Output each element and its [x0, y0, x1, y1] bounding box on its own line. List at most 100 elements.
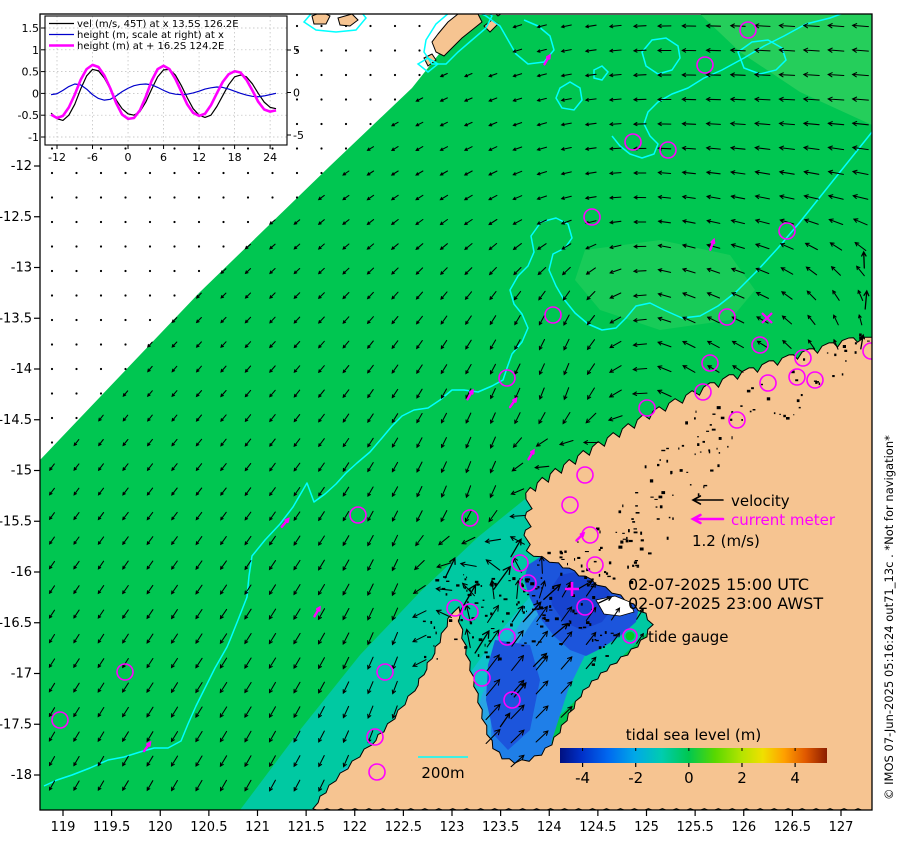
x-axis-tick-label: 126.5 — [774, 820, 811, 835]
x-axis-tick-label: 119 — [51, 820, 76, 835]
current-meter-label: current meter — [731, 511, 836, 529]
inset-x-tick-label: 12 — [192, 151, 206, 164]
copyright-note: © IMOS 07-Jun-2025 05:16:24 out71_13c . … — [882, 435, 896, 800]
tide-gauge-ring — [503, 691, 521, 709]
inset-right-tick-label: 0 — [293, 87, 300, 100]
tide-gauge-ring — [116, 663, 134, 681]
x-station-marker — [761, 312, 773, 324]
x-axis-tick-label: 120 — [148, 820, 173, 835]
tide-gauge-ring — [349, 506, 367, 524]
tide-gauge-legend-dot — [625, 631, 635, 641]
inset-left-tick-label: 0.5 — [22, 66, 40, 79]
inset-x-tick-label: 24 — [263, 151, 277, 164]
island — [311, 14, 331, 25]
inset-left-tick-label: -1 — [28, 131, 39, 144]
y-axis-tick-label: -14.5 — [0, 413, 32, 428]
land-kimberley — [312, 336, 872, 810]
tide-gauge-ring — [778, 222, 796, 240]
colorbar-gradient — [560, 748, 827, 763]
colorbar-tick-label: -2 — [628, 769, 643, 787]
x-axis-tick-label: 122.5 — [385, 820, 422, 835]
island — [337, 14, 359, 27]
x-axis-tick-label: 125.5 — [677, 820, 714, 835]
tide-gauge-ring — [728, 411, 746, 429]
colorbar-tick-label: 4 — [790, 769, 800, 787]
colorbar-tick-label: -4 — [575, 769, 590, 787]
tide-gauge-ring — [694, 383, 712, 401]
x-axis-tick-label: 121.5 — [288, 820, 325, 835]
tide-gauge-ring — [739, 21, 757, 39]
scale-bar-label: 200m — [421, 764, 464, 782]
island — [431, 14, 483, 57]
tide-gauge-ring — [701, 354, 719, 372]
y-axis-tick-label: -13.5 — [0, 311, 32, 326]
inset-left-tick-label: 0 — [32, 87, 39, 100]
plus-station-marker — [565, 582, 579, 596]
y-axis-tick-label: -15 — [11, 464, 32, 479]
timestamp-awst: 02-07-2025 23:00 AWST — [628, 594, 823, 613]
tide-gauge-ring — [561, 496, 579, 514]
inset-series-0 — [50, 68, 277, 122]
tide-gauge-legend-icon — [622, 628, 638, 644]
tide-gauge-ring — [366, 728, 384, 746]
tide-gauge-ring — [718, 308, 736, 326]
inset-right-tick-label: 5 — [293, 44, 300, 57]
speed-ref-label: 1.2 (m/s) — [692, 532, 760, 550]
isobath-contours — [43, 14, 872, 787]
inset-left-tick-label: -0.5 — [18, 109, 39, 122]
tide-gauge-ring — [862, 342, 872, 360]
inset-legend-label: height (m, scale at right) at x — [77, 30, 224, 41]
x-axis-tick-label: 123.5 — [482, 820, 519, 835]
x-axis-tick-label: 122 — [342, 820, 367, 835]
inset-series-2 — [50, 63, 277, 121]
tide-gauge-ring — [788, 368, 806, 386]
tide-gauge-ring — [544, 306, 562, 324]
colorbar-tick-label: 2 — [737, 769, 747, 787]
tide-gauge-ring — [51, 711, 69, 729]
y-axis-tick-label: -14 — [11, 362, 32, 377]
y-axis-tick-label: -13 — [11, 261, 32, 276]
colorbar-tick-label: 0 — [684, 769, 694, 787]
map-axes: 119 119.5 120 120.5 121 121.5 122 122.5 123 123.5… — [0, 13, 873, 835]
tide-gauge-ring — [638, 399, 656, 417]
tide-gauge-ring — [519, 574, 537, 592]
tide-gauge-ring — [751, 336, 769, 354]
x-axis-tick-label: 127 — [829, 820, 854, 835]
tide-gauge-ring — [511, 554, 529, 572]
y-axis-tick-label: -16.5 — [0, 616, 32, 631]
colorbar-title: tidal sea level (m) — [626, 726, 761, 744]
y-axis-tick-label: -15.5 — [0, 514, 32, 529]
inset-x-tick-label: -12 — [48, 151, 66, 164]
x-axis-tick-label: 121 — [245, 820, 270, 835]
colorbar: tidal sea level (m) -4 -2 0 2 4 — [560, 726, 827, 787]
scale-bar: 200m — [418, 756, 468, 782]
tide-gauge-ring — [624, 133, 642, 151]
y-axis-tick-label: -17.5 — [0, 717, 32, 732]
x-axis-tick-label: 123 — [440, 820, 465, 835]
velocity-label: velocity — [731, 492, 790, 510]
inset-x-tick-label: 6 — [160, 151, 167, 164]
tide-gauge-ring — [576, 598, 594, 616]
y-axis-tick-label: -12 — [11, 159, 32, 174]
timestamp-utc: 02-07-2025 15:00 UTC — [628, 575, 809, 594]
inset-legend-label: height (m) at + 16.2S 124.2E — [77, 41, 224, 52]
x-axis-tick-label: 125 — [634, 820, 659, 835]
tide-gauge-label: tide gauge — [648, 628, 729, 646]
tide-gauge-ring — [586, 556, 604, 574]
tide-gauge-ring — [759, 374, 777, 392]
tide-gauge-ring — [461, 603, 479, 621]
inset-legend-label: vel (m/s, 45T) at x 13.5S 126.2E — [77, 19, 239, 30]
x-axis-tick-label: 124 — [537, 820, 562, 835]
tide-gauge-ring — [806, 371, 824, 389]
tide-gauge-ring — [498, 369, 516, 387]
y-axis-tick-label: -12.5 — [0, 210, 32, 225]
inset-series-1 — [50, 83, 277, 101]
tide-gauge-ring — [368, 763, 386, 781]
inset-timeseries: -12 -6 0 6 12 18 24 -1 -0.5 0 0.5 1 1.5 -5 0 5 vel (m/s,… — [18, 15, 304, 164]
x-axis-tick-label: 124.5 — [579, 820, 616, 835]
y-axis-tick-label: -17 — [11, 667, 32, 682]
